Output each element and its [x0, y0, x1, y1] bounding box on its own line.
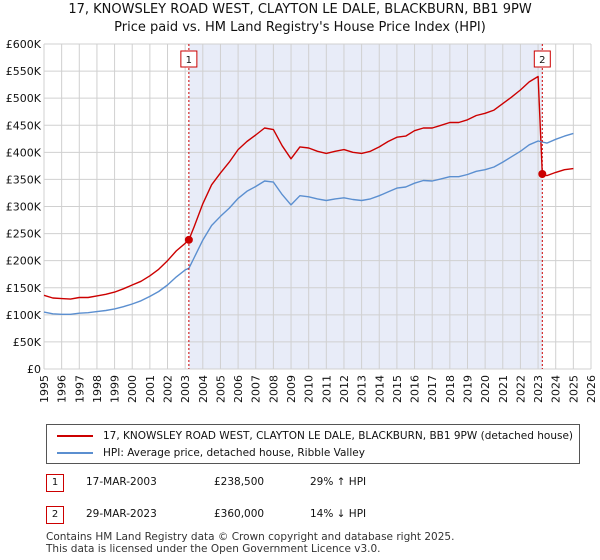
x-tick-label: 2008 — [267, 375, 280, 403]
x-tick-label: 2017 — [426, 375, 439, 403]
y-tick-label: £500K — [6, 92, 42, 105]
y-tick-label: £200K — [6, 255, 42, 268]
y-tick-label: £550K — [6, 65, 42, 78]
legend-swatch-hpi — [57, 452, 93, 454]
y-tick-label: £300K — [6, 201, 42, 214]
legend-label-hpi: HPI: Average price, detached house, Ribb… — [103, 447, 365, 459]
x-tick-label: 2012 — [338, 375, 351, 403]
sale-label-box — [180, 50, 198, 68]
sale-point-marker — [538, 170, 547, 178]
x-tick-label: 2001 — [144, 375, 157, 403]
transaction-row: 2 29-MAR-2023 £360,000 14% ↓ HPI — [46, 506, 586, 526]
legend-swatch-price — [57, 435, 93, 437]
x-tick-label: 2018 — [444, 375, 457, 403]
price-paid-line — [43, 75, 574, 300]
x-tick-label: 2004 — [197, 375, 210, 403]
transaction-hpi: 29% ↑ HPI — [310, 476, 367, 488]
y-tick-label: £600K — [6, 38, 42, 51]
y-tick-label: £50K — [13, 336, 42, 349]
x-tick-label: 2020 — [479, 375, 492, 403]
chart-title: 17, KNOWSLEY ROAD WEST, CLAYTON LE DALE,… — [68, 2, 532, 17]
legend-label-price: 17, KNOWSLEY ROAD WEST, CLAYTON LE DALE,… — [103, 430, 574, 442]
transaction-badge: 1 — [46, 474, 64, 492]
legend: 17, KNOWSLEY ROAD WEST, CLAYTON LE DALE,… — [46, 424, 580, 464]
transaction-price: £360,000 — [214, 508, 265, 520]
footer-license: This data is licensed under the Open Gov… — [46, 543, 381, 555]
sale-label-box — [533, 50, 551, 68]
transaction-date: 29-MAR-2023 — [86, 508, 157, 520]
x-tick-label: 2011 — [320, 375, 333, 403]
transaction-price: £238,500 — [214, 476, 265, 488]
x-tick-label: 2006 — [232, 375, 245, 403]
legend-item-price: 17, KNOWSLEY ROAD WEST, CLAYTON LE DALE,… — [47, 427, 579, 445]
x-tick-label: 2010 — [303, 375, 316, 403]
footer-copyright: Contains HM Land Registry data © Crown c… — [46, 531, 455, 543]
chart-subtitle: Price paid vs. HM Land Registry's House … — [114, 20, 486, 35]
x-tick-label: 2007 — [250, 375, 263, 403]
x-tick-label: 1997 — [73, 375, 86, 403]
transaction-row: 1 17-MAR-2003 £238,500 29% ↑ HPI — [46, 474, 586, 494]
y-tick-label: £250K — [6, 228, 42, 241]
y-tick-label: £400K — [6, 146, 42, 159]
sale-label-number: 2 — [539, 55, 545, 66]
price-chart: £0 £50K £100K £150K £200K £250K £300K £350K £400… — [6, 38, 598, 403]
legend-item-hpi: HPI: Average price, detached house, Ribb… — [47, 444, 579, 462]
x-tick-label: 1995 — [38, 375, 51, 403]
x-tick-label: 2003 — [179, 375, 192, 403]
x-tick-label: 2016 — [409, 375, 422, 403]
x-tick-label: 2023 — [532, 375, 545, 403]
x-tick-label: 2013 — [356, 375, 369, 403]
x-tick-label: 2014 — [373, 375, 386, 403]
x-tick-label: 2021 — [497, 375, 510, 403]
x-tick-label: 2024 — [550, 375, 563, 403]
transaction-date: 17-MAR-2003 — [86, 476, 157, 488]
x-tick-label: 2015 — [391, 375, 404, 403]
x-tick-label: 1996 — [56, 375, 69, 403]
y-tick-label: £450K — [6, 119, 42, 132]
x-tick-label: 2025 — [567, 375, 580, 403]
x-tick-label: 2022 — [514, 375, 527, 403]
x-tick-label: 2005 — [214, 375, 227, 403]
x-tick-label: 1998 — [91, 375, 104, 403]
hpi-line — [43, 132, 574, 315]
sale-point-marker — [184, 235, 193, 244]
x-tick-label: 2009 — [285, 375, 298, 403]
x-tick-label: 2019 — [461, 375, 474, 403]
y-tick-label: £100K — [6, 309, 42, 322]
sale-label-number: 1 — [186, 55, 192, 66]
x-tick-label: 2002 — [162, 375, 175, 403]
transaction-hpi: 14% ↓ HPI — [310, 508, 367, 520]
y-tick-label: £350K — [6, 173, 42, 186]
x-tick-label: 2000 — [126, 375, 139, 403]
y-tick-label: £0 — [27, 363, 41, 376]
x-tick-label: 2026 — [585, 375, 598, 403]
transaction-badge: 2 — [46, 506, 64, 524]
x-tick-label: 1999 — [109, 375, 122, 403]
y-tick-label: £150K — [6, 282, 42, 295]
